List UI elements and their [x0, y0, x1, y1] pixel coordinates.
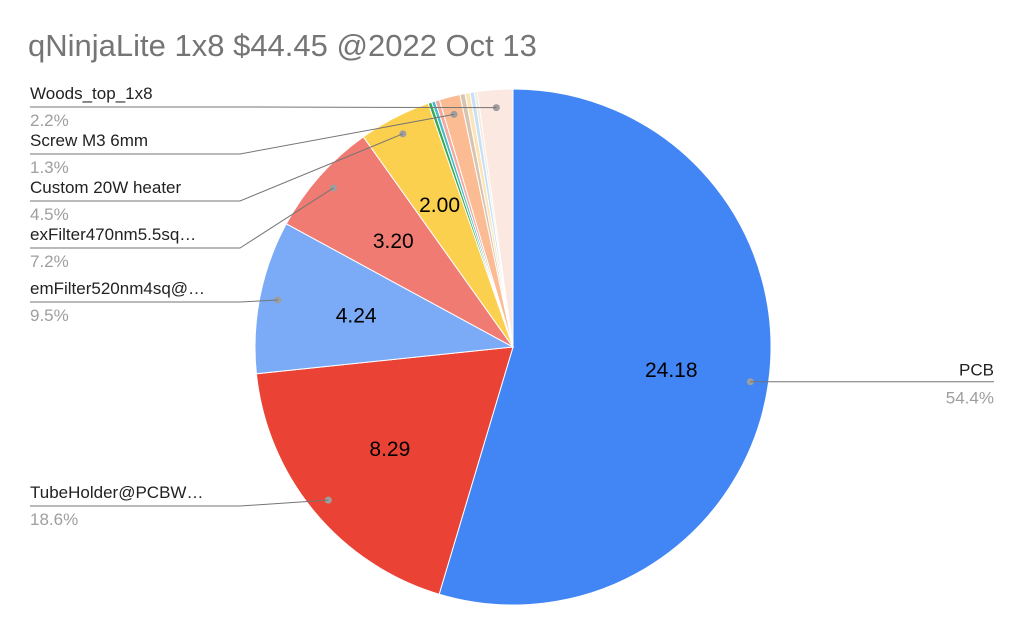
slice-value-label: 4.24 — [336, 305, 377, 328]
callout-percent: 54.4% — [946, 389, 994, 408]
pie-slice-exfilter470nm5-5sq — [285, 136, 514, 348]
pie-slice-pcb — [438, 88, 772, 606]
pie-slice-woods-top-1x8 — [476, 88, 514, 348]
slice-value-label: 24.18 — [645, 359, 698, 382]
slice-value-label: 2.00 — [419, 194, 460, 217]
callout-label: emFilter520nm4sq@… — [30, 279, 205, 298]
callout-label: PCB — [959, 361, 994, 380]
callout-label: Woods_top_1x8 — [30, 84, 153, 103]
callout-line — [30, 499, 329, 507]
callout-label: Screw M3 6mm — [30, 131, 148, 150]
pie-slice-tubeholder-pcbw — [255, 346, 514, 595]
chart-title: qNinjaLite 1x8 $44.45 @2022 Oct 13 — [28, 28, 537, 63]
callout-percent: 18.6% — [30, 510, 78, 529]
callout-line — [30, 133, 404, 202]
pie-value-labels: 24.18 8.29 4.24 3.202.00 — [336, 194, 698, 461]
callout-line — [30, 299, 278, 303]
pie-slice-emfilter520nm4sq — [254, 223, 515, 375]
pie-callouts: PCB 54.4% TubeHolder@PCBW… 18.6% emFilter520… — [30, 84, 994, 529]
callout-line — [30, 106, 497, 109]
callout-label: exFilter470nm5.5sq… — [30, 225, 196, 244]
slice-value-label: 3.20 — [373, 230, 414, 253]
callout-line — [30, 187, 334, 249]
callout-label: TubeHolder@PCBW… — [30, 483, 203, 502]
slice-value-label: 8.29 — [369, 438, 410, 461]
callout-percent: 7.2% — [30, 252, 69, 271]
pie-slices — [254, 88, 772, 606]
callout-percent: 4.5% — [30, 205, 69, 224]
callout-percent: 9.5% — [30, 306, 69, 325]
callout-label: Custom 20W heater — [30, 178, 182, 197]
callout-percent: 1.3% — [30, 158, 69, 177]
callout-percent: 2.2% — [30, 111, 69, 130]
callout-line — [30, 113, 455, 155]
